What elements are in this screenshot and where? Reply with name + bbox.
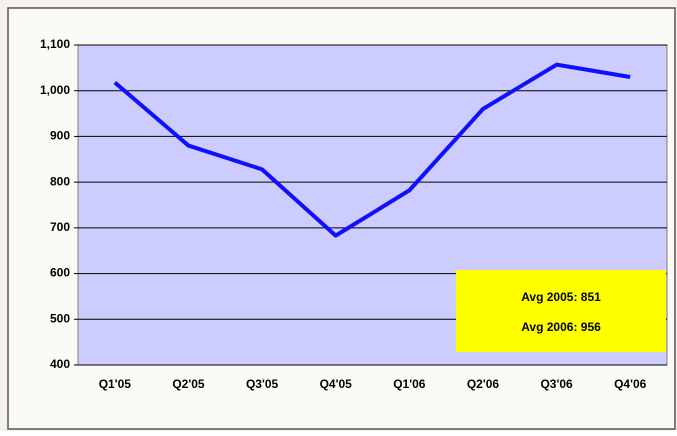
y-tick-label: 900 bbox=[50, 129, 70, 143]
x-tick-label: Q4'06 bbox=[614, 377, 647, 391]
y-tick-label: 800 bbox=[50, 174, 70, 188]
x-tick-label: Q2'06 bbox=[467, 377, 500, 391]
x-tick-label: Q1'06 bbox=[393, 377, 426, 391]
x-tick-label: Q1'05 bbox=[99, 377, 132, 391]
x-tick-label: Q4'05 bbox=[320, 377, 353, 391]
annotation: Avg 2006: 956 bbox=[521, 320, 601, 334]
annotation: Avg 2005: 851 bbox=[521, 290, 601, 304]
x-tick-label: Q3'05 bbox=[246, 377, 279, 391]
annotation-box bbox=[456, 270, 666, 352]
y-tick-label: 1,100 bbox=[40, 37, 70, 51]
x-tick-label: Q3'06 bbox=[540, 377, 573, 391]
line bbox=[113, 62, 631, 238]
y-tick-label: 600 bbox=[50, 266, 70, 280]
y-tick-label: 500 bbox=[50, 311, 70, 325]
x-tick-label: Q2'05 bbox=[172, 377, 205, 391]
y-tick-label: 400 bbox=[50, 357, 70, 371]
y-tick-label: 1,000 bbox=[40, 83, 70, 97]
y-tick-label: 700 bbox=[50, 220, 70, 234]
